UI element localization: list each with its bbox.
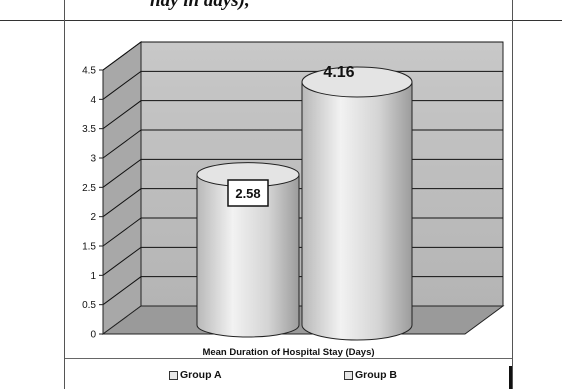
page-top-text: hay in days), bbox=[150, 0, 250, 11]
bar-body bbox=[301, 81, 413, 341]
legend-label-group-a: Group A bbox=[180, 369, 222, 381]
bar-group-b bbox=[301, 66, 413, 341]
page-top-rule bbox=[0, 20, 562, 21]
legend-top-rule bbox=[65, 358, 512, 359]
y-tick-label: 2 bbox=[90, 212, 96, 223]
gridline bbox=[102, 41, 503, 71]
y-tick-label: 1.5 bbox=[82, 242, 96, 253]
legend-item-group-b: Group B bbox=[344, 369, 397, 381]
page-right-rule bbox=[512, 0, 513, 389]
y-tick-label: 4.5 bbox=[82, 66, 96, 77]
legend-item-group-a: Group A bbox=[169, 369, 222, 381]
legend-label-group-b: Group B bbox=[355, 369, 397, 381]
y-tick-label: 0.5 bbox=[82, 300, 96, 311]
data-label-group-b: 4.16 bbox=[323, 64, 354, 81]
y-tick-label: 4 bbox=[90, 95, 96, 106]
data-label-box-group-a bbox=[227, 179, 269, 207]
y-tick-label: 3 bbox=[90, 154, 96, 165]
bar-group-a bbox=[196, 162, 300, 338]
y-tick-label: 2.5 bbox=[82, 183, 96, 194]
bar-top bbox=[301, 66, 413, 98]
y-tick-label: 3.5 bbox=[82, 124, 96, 135]
chart-title: Mean Duration of Hospital Stay (Days) bbox=[202, 347, 375, 358]
legend-swatch-group-b bbox=[344, 370, 353, 380]
y-tick-label: 1 bbox=[90, 271, 96, 282]
bar-body bbox=[196, 174, 300, 338]
data-label-group-a: 2.58 bbox=[235, 186, 260, 201]
page-left-rule bbox=[64, 0, 65, 389]
y-tick-label: 0 bbox=[90, 330, 96, 341]
legend-swatch-group-a bbox=[169, 370, 178, 380]
legend-end-mark bbox=[509, 366, 512, 389]
